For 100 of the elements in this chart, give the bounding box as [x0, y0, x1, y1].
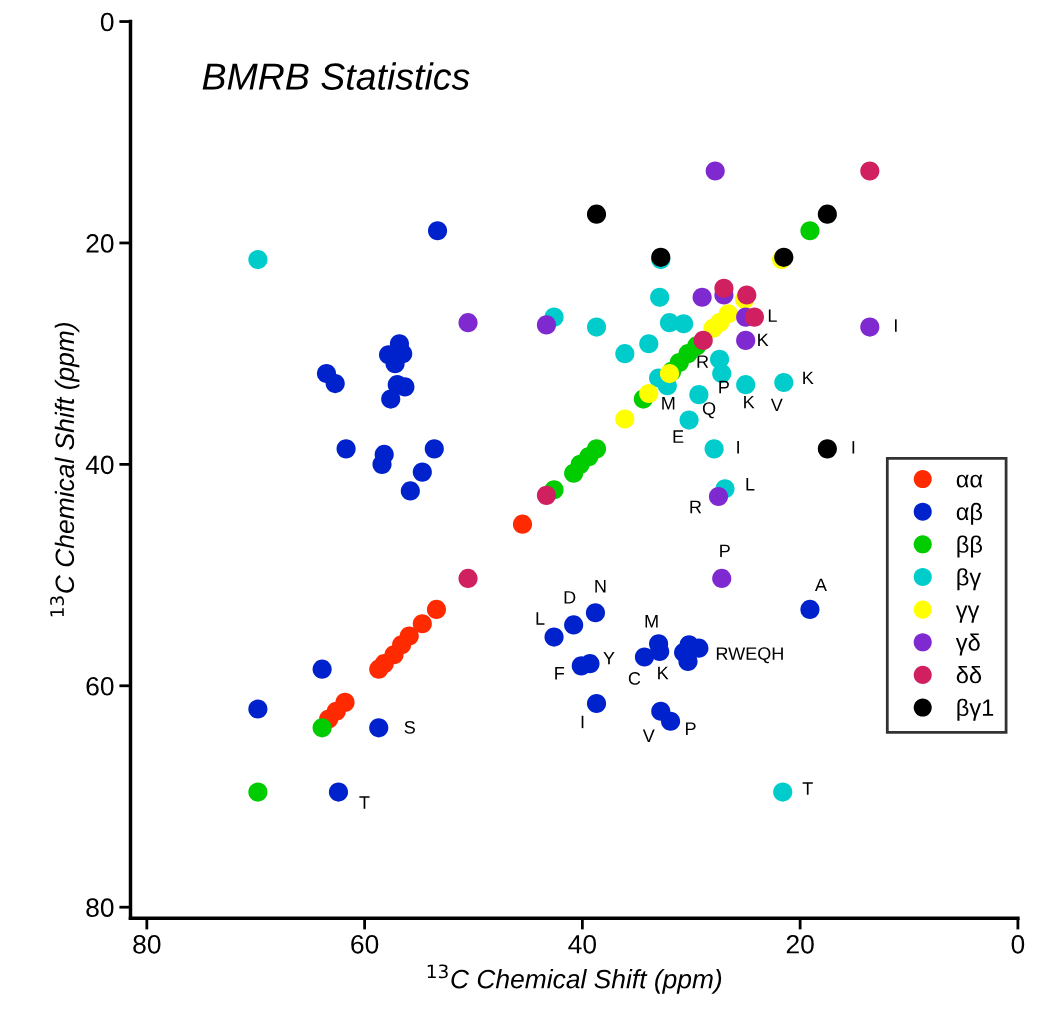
- point: [512, 514, 533, 534]
- annotation: K: [803, 371, 814, 385]
- annotation: A: [814, 578, 827, 592]
- annotation: I: [894, 319, 897, 332]
- annotation: RWEQH: [716, 647, 783, 664]
- x-tick-label: 80: [133, 934, 161, 954]
- legend-label: αβ: [956, 502, 983, 525]
- y-tick-label: 20: [86, 234, 114, 253]
- point: [400, 481, 420, 501]
- annotation: L: [768, 309, 777, 322]
- annotation: T: [359, 796, 370, 809]
- point: [712, 568, 732, 588]
- point: [248, 782, 268, 802]
- point: [774, 372, 794, 393]
- point: [325, 373, 345, 394]
- point: [381, 389, 401, 409]
- annotation: I: [581, 715, 584, 729]
- point: [248, 249, 268, 270]
- point: [369, 659, 389, 679]
- point: [744, 307, 764, 327]
- annotation: M: [662, 397, 675, 410]
- point: [586, 204, 607, 224]
- x-tick-label: 0: [1011, 934, 1025, 954]
- point: [615, 344, 635, 364]
- text: BMRB Statistics: [202, 62, 470, 90]
- point: [585, 603, 605, 623]
- point: [615, 409, 635, 429]
- point: [248, 699, 268, 719]
- point: [412, 614, 432, 634]
- legend-label: γγ: [955, 605, 980, 623]
- point: [639, 383, 659, 404]
- point: [693, 330, 713, 350]
- annotation: V: [770, 398, 783, 412]
- point: [336, 439, 356, 459]
- y-tick-label: 80: [86, 898, 114, 918]
- point: [564, 463, 584, 483]
- annotation: E: [673, 430, 684, 443]
- legend-label: δδ: [956, 666, 982, 684]
- point: [634, 647, 654, 667]
- y-axis-title: $^{13}$C Chemical Shift (ppm): [50, 322, 80, 617]
- point: [639, 334, 659, 354]
- legend-label: ββ: [957, 535, 982, 558]
- point: [312, 718, 332, 738]
- point: [704, 439, 724, 459]
- point: [580, 654, 600, 674]
- point: [544, 627, 564, 647]
- point: [860, 317, 880, 337]
- annotation: V: [642, 729, 655, 742]
- point: [458, 568, 478, 588]
- legend-label: γδ: [955, 633, 980, 656]
- point: [736, 330, 756, 350]
- annotation: K: [758, 333, 769, 347]
- annotation: F: [555, 667, 565, 680]
- y-tick-label: 0: [100, 12, 114, 32]
- annotation: K: [658, 666, 669, 680]
- point: [708, 486, 729, 507]
- point: [705, 161, 725, 181]
- x-tick-label: 40: [568, 934, 597, 954]
- legend-label: βγ1: [957, 698, 994, 721]
- annotation: R: [697, 355, 709, 368]
- point: [800, 221, 820, 241]
- point: [714, 278, 734, 298]
- point: [372, 454, 392, 474]
- annotation: P: [686, 722, 696, 735]
- point: [773, 782, 793, 802]
- annotation: L: [746, 477, 755, 491]
- annotation: D: [564, 591, 576, 604]
- point: [660, 711, 681, 731]
- annotation: K: [744, 395, 755, 409]
- legend-label: βγ: [957, 568, 982, 591]
- point: [860, 161, 880, 181]
- annotation: L: [536, 612, 545, 625]
- annotation: I: [852, 441, 855, 454]
- annotation: Q: [702, 402, 716, 419]
- point: [679, 410, 699, 430]
- y-tick-label: 60: [86, 676, 114, 696]
- point: [412, 462, 432, 482]
- point: [800, 599, 820, 619]
- point: [369, 718, 389, 738]
- point: [536, 315, 557, 335]
- point: [564, 615, 584, 635]
- point: [736, 375, 756, 395]
- x-tick-label: 60: [351, 934, 379, 954]
- point: [458, 313, 478, 333]
- point: [586, 317, 607, 337]
- annotation: T: [802, 782, 813, 795]
- point: [817, 204, 837, 224]
- legend-label: αα: [956, 474, 983, 488]
- point: [650, 287, 670, 307]
- annotation: R: [690, 500, 702, 514]
- point: [674, 314, 694, 334]
- annotation: I: [737, 441, 739, 454]
- point: [692, 287, 712, 307]
- annotation: C: [628, 672, 641, 685]
- point: [312, 659, 332, 679]
- annotation: Y: [603, 651, 615, 665]
- point: [817, 439, 837, 459]
- point: [426, 599, 447, 619]
- annotation: N: [595, 579, 606, 593]
- annotation: S: [404, 720, 415, 734]
